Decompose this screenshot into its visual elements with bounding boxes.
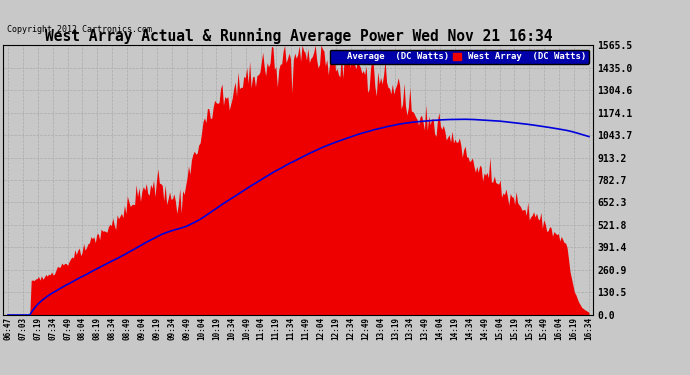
Title: West Array Actual & Running Average Power Wed Nov 21 16:34: West Array Actual & Running Average Powe… [45,28,552,44]
Legend: Average  (DC Watts), West Array  (DC Watts): Average (DC Watts), West Array (DC Watts… [330,50,589,64]
Text: Copyright 2012 Cartronics.com: Copyright 2012 Cartronics.com [7,25,152,34]
